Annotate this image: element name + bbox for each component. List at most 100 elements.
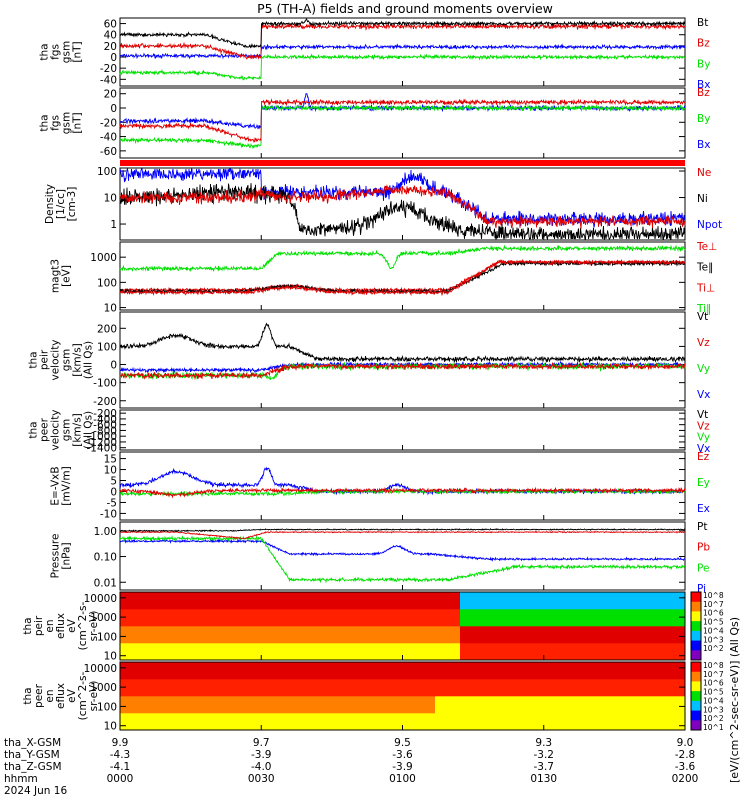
spectrogram-cell bbox=[465, 713, 471, 722]
colorbar-label: [eV/(cm^2-sec-sr-eV)] (All Qs) bbox=[728, 617, 741, 783]
x-row-value: 9.5 bbox=[394, 737, 411, 749]
y-axis-label: [cm-3] bbox=[66, 187, 78, 222]
spectrogram-cell bbox=[340, 651, 346, 661]
spectrogram-cell bbox=[165, 634, 171, 644]
spectrogram-cell bbox=[615, 592, 621, 601]
spectrogram-cell bbox=[410, 670, 416, 680]
spectrogram-cell bbox=[275, 617, 281, 627]
spectrogram-cell bbox=[305, 592, 311, 601]
y-tick-label: 20 bbox=[104, 89, 117, 101]
spectrogram-cell bbox=[575, 651, 581, 661]
spectrogram-cell bbox=[520, 643, 526, 652]
spectrogram-cell bbox=[640, 679, 646, 688]
spectrogram-cell bbox=[435, 721, 441, 731]
x-row-value: -3.9 bbox=[251, 749, 272, 761]
spectrogram-cell bbox=[325, 721, 331, 731]
spectrogram-cell bbox=[160, 696, 166, 705]
y-tick-label: 1 bbox=[110, 219, 117, 231]
spectrogram-cell bbox=[215, 670, 221, 680]
y-tick-label: 1.00 bbox=[94, 526, 117, 538]
spectrogram-cell bbox=[535, 687, 541, 697]
spectrogram-cell bbox=[295, 713, 301, 722]
spectrogram-cell bbox=[555, 643, 561, 652]
spectrogram-cell bbox=[520, 600, 526, 610]
spectrogram-cell bbox=[515, 696, 521, 705]
spectrogram-cell bbox=[230, 609, 236, 618]
spectrogram-cell bbox=[635, 626, 641, 635]
spectrogram-cell bbox=[205, 617, 211, 627]
spectrogram-cell bbox=[220, 687, 226, 697]
series-Bz bbox=[119, 22, 686, 60]
legend-Ez: Ez bbox=[697, 451, 710, 463]
spectrogram-cell bbox=[535, 670, 541, 680]
spectrogram-cell bbox=[545, 626, 551, 635]
spectrogram-cell bbox=[395, 609, 401, 618]
spectrogram-cell bbox=[540, 634, 546, 644]
spectrogram-cell bbox=[170, 634, 176, 644]
spectrogram-cell bbox=[205, 634, 211, 644]
spectrogram-cell bbox=[295, 662, 301, 671]
spectrogram-cell bbox=[190, 651, 196, 661]
spectrogram-cell bbox=[605, 687, 611, 697]
spectrogram-cell bbox=[350, 626, 356, 635]
spectrogram-cell bbox=[185, 679, 191, 688]
spectrogram-cell bbox=[460, 609, 466, 618]
spectrogram-cell bbox=[650, 687, 656, 697]
spectrogram-cell bbox=[325, 670, 331, 680]
spectrogram-cell bbox=[375, 670, 381, 680]
spectrogram-cell bbox=[365, 643, 371, 652]
spectrogram-cell bbox=[225, 626, 231, 635]
spectrogram-cell bbox=[340, 609, 346, 618]
spectrogram-cell bbox=[530, 609, 536, 618]
spectrogram-cell bbox=[200, 713, 206, 722]
spectrogram-cell bbox=[615, 696, 621, 705]
spectrogram-cell bbox=[475, 696, 481, 705]
spectrogram-cell bbox=[655, 704, 661, 714]
spectrogram-cell bbox=[470, 592, 476, 601]
spectrogram-cell bbox=[640, 643, 646, 652]
spectrogram-cell bbox=[145, 721, 151, 731]
legend-Ti‖: Ti‖ bbox=[696, 303, 711, 315]
spectrogram-cell bbox=[320, 713, 326, 722]
spectrogram-cell bbox=[390, 626, 396, 635]
spectrogram-cell bbox=[565, 696, 571, 705]
spectrogram-cell bbox=[170, 687, 176, 697]
spectrogram-cell bbox=[375, 721, 381, 731]
spectrogram-cell bbox=[665, 651, 671, 661]
y-axis-label: sr-eV) bbox=[88, 681, 100, 712]
spectrogram-cell bbox=[150, 662, 156, 671]
spectrogram-cell bbox=[675, 704, 681, 714]
spectrogram-cell bbox=[435, 679, 441, 688]
spectrogram-cell bbox=[135, 696, 141, 705]
spectrogram-cell bbox=[125, 600, 131, 610]
spectrogram-cell bbox=[285, 721, 291, 731]
spectrogram-cell bbox=[675, 626, 681, 635]
spectrogram-cell bbox=[675, 662, 681, 671]
spectrogram-cell bbox=[570, 617, 576, 627]
spectrogram-cell bbox=[130, 600, 136, 610]
spectrogram-cell bbox=[575, 634, 581, 644]
y-axis-label: en bbox=[44, 619, 56, 632]
spectrogram-cell bbox=[390, 634, 396, 644]
spectrogram-cell bbox=[445, 592, 451, 601]
spectrogram-cell bbox=[680, 643, 686, 652]
spectrogram-cell bbox=[220, 643, 226, 652]
spectrogram-cell bbox=[390, 696, 396, 705]
spectrogram-cell bbox=[465, 696, 471, 705]
spectrogram-cell bbox=[400, 687, 406, 697]
y-tick-label: 5 bbox=[110, 476, 117, 488]
spectrogram-cell bbox=[200, 721, 206, 731]
spectrogram-cell bbox=[270, 651, 276, 661]
spectrogram-cell bbox=[490, 687, 496, 697]
spectrogram-cell bbox=[655, 721, 661, 731]
spectrogram-cell bbox=[375, 687, 381, 697]
spectrogram-cell bbox=[405, 617, 411, 627]
spectrogram-cell bbox=[545, 609, 551, 618]
spectrogram-cell bbox=[640, 600, 646, 610]
spectrogram-cell bbox=[365, 609, 371, 618]
spectrogram-cell bbox=[570, 687, 576, 697]
spectrogram-cell bbox=[605, 670, 611, 680]
spectrogram-cell bbox=[190, 634, 196, 644]
